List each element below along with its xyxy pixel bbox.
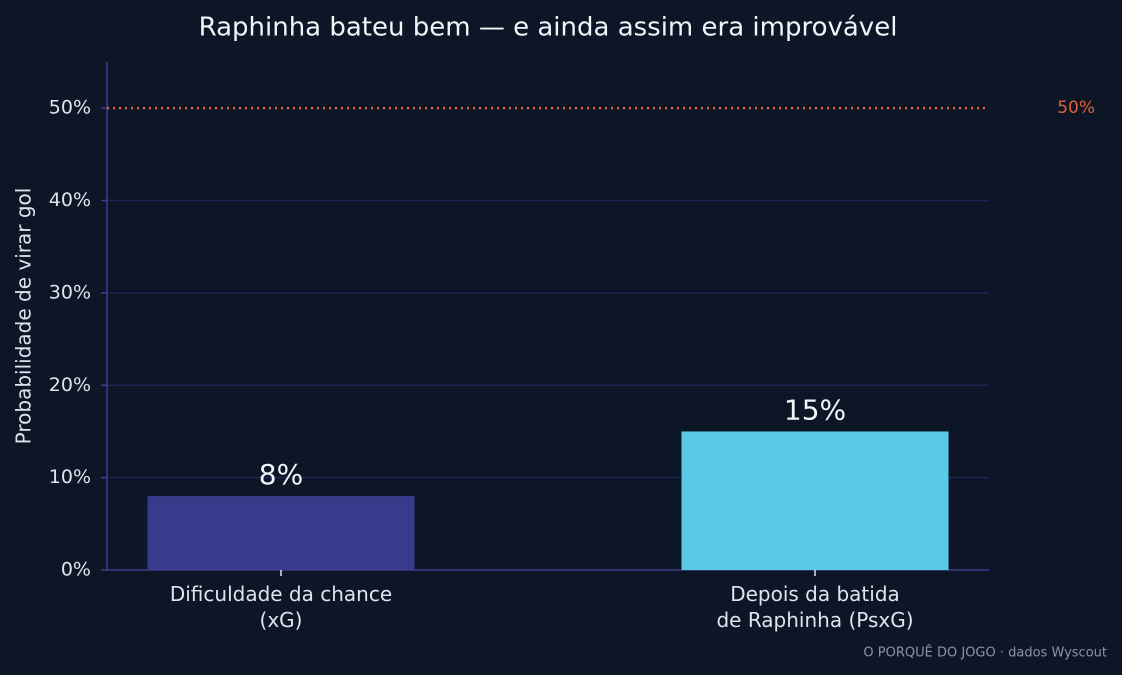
x-tick-label: Depois da batida de Raphinha (PsxG) [716,582,913,632]
y-tick-label: 40% [49,189,91,211]
y-tick-label: 0% [61,559,91,581]
reference-label: 50% [1057,98,1095,118]
y-tick-label: 30% [49,281,91,303]
source: O PORQUÊ DO JOGO · dados Wyscout [863,645,1107,661]
value-label: 8% [259,458,303,491]
x-tick-label: Dificuldade da chance (xG) [170,582,392,632]
bar [681,431,949,570]
bar [147,496,415,570]
y-tick-label: 10% [49,466,91,488]
y-tick-label: 20% [49,374,91,396]
y-tick-label: 50% [49,97,91,119]
chart-title: Raphinha bateu bem — e ainda assim era i… [199,13,898,43]
y-axis-label: Probabilidade de virar gol [12,188,36,445]
value-label: 15% [784,393,846,426]
